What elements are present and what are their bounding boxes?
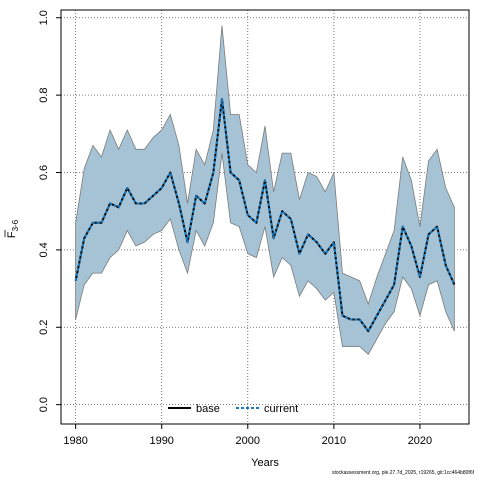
y-axis-title-main: F	[6, 231, 18, 238]
legend: base current	[168, 403, 298, 415]
confidence-band	[75, 25, 455, 355]
x-axis: 1980 1990 2000 2010 2020	[63, 424, 432, 447]
footer-credit: stockassessment.org, ple.27.7d_2025, r19…	[331, 470, 474, 476]
y-tick-label-1: 1.0	[38, 10, 50, 25]
x-tick-label-1990: 1990	[149, 435, 173, 447]
x-tick-label-2000: 2000	[236, 435, 260, 447]
grid-lines	[61, 10, 469, 424]
legend-label-current: current	[264, 403, 298, 415]
legend-label-base: base	[196, 403, 220, 415]
x-axis-title: Years	[251, 457, 279, 469]
series-line-current	[74, 97, 456, 333]
y-axis-title: F3-6	[4, 219, 20, 238]
y-tick-label-0-2: 0.2	[38, 320, 50, 335]
y-axis-title-subscript: 3-6	[11, 219, 20, 231]
y-axis: 0.0 0.2 0.4 0.6 0.8 1.0	[38, 10, 61, 412]
y-tick-label-0-4: 0.4	[38, 242, 50, 257]
plot-frame	[60, 9, 470, 425]
x-tick-label-2020: 2020	[408, 435, 432, 447]
x-tick-label-1980: 1980	[63, 435, 87, 447]
y-tick-label-0-6: 0.6	[38, 165, 50, 180]
svg-text:F3-6: F3-6	[6, 219, 20, 238]
y-tick-label-0-8: 0.8	[38, 87, 50, 102]
x-tick-label-2010: 2010	[322, 435, 346, 447]
series-lines	[74, 97, 456, 333]
y-tick-label-0: 0.0	[38, 397, 50, 412]
